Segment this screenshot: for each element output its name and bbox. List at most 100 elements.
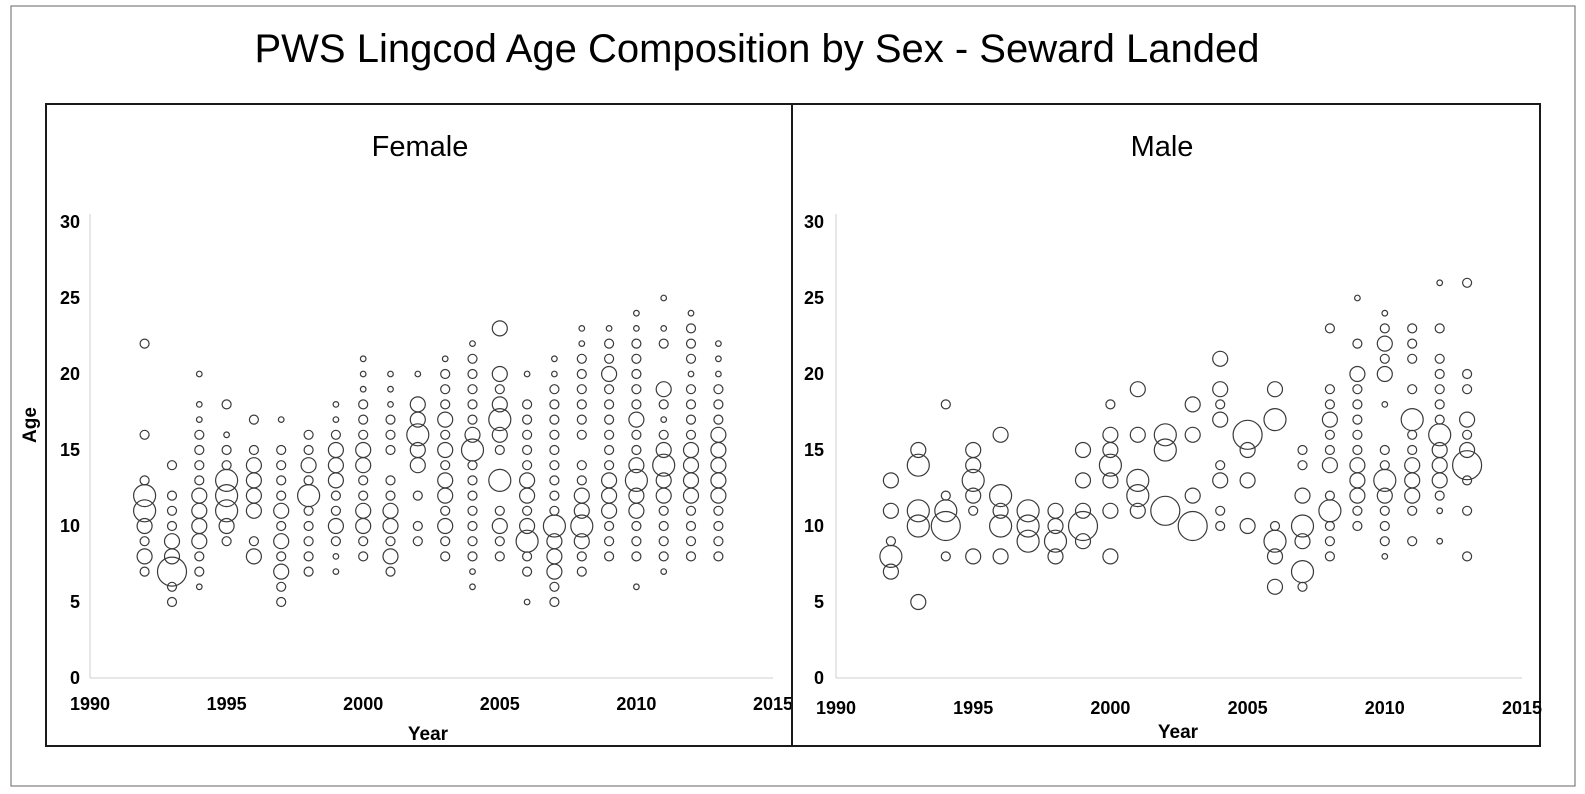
data-point [1239, 472, 1256, 489]
data-point [965, 441, 982, 459]
data-point [1404, 472, 1421, 489]
data-point [218, 517, 235, 535]
data-point [628, 502, 645, 519]
data-point [660, 325, 668, 332]
data-point [273, 563, 290, 580]
data-point [1290, 514, 1315, 538]
data-point [631, 353, 642, 364]
data-point [1294, 533, 1311, 550]
data-point [133, 499, 157, 523]
data-point [1102, 426, 1119, 443]
data-point [685, 323, 697, 334]
data-point [521, 414, 533, 425]
data-point [715, 340, 722, 348]
data-point [549, 596, 560, 608]
data-point [358, 536, 369, 547]
data-point [685, 384, 697, 395]
data-point [1324, 399, 1336, 410]
data-point [385, 490, 396, 501]
data-point [940, 490, 951, 501]
x-ticks: 1990 1995 2000 2005 2010 2015 [816, 698, 1542, 718]
data-point [467, 399, 478, 410]
y-tick-label: 0 [814, 668, 824, 688]
x-tick-label: 2000 [1090, 698, 1130, 718]
data-point [194, 475, 205, 486]
data-point [412, 520, 423, 532]
data-point [437, 517, 454, 535]
data-point [1290, 559, 1315, 584]
data-point [136, 548, 153, 565]
data-point [1379, 520, 1390, 532]
data-point [655, 472, 672, 489]
data-point [1102, 548, 1119, 565]
data-point [1324, 536, 1336, 547]
data-point [1407, 353, 1418, 364]
data-point [332, 568, 340, 575]
data-point [658, 399, 669, 410]
data-point [603, 338, 615, 349]
data-point [440, 384, 451, 395]
data-point [882, 472, 900, 489]
data-point [303, 505, 314, 516]
y-tick-label: 5 [814, 592, 824, 612]
panel-male: Male 0 5 10 15 20 25 30 1990 1995 2000 2005 2010 20… [791, 103, 1542, 747]
data-point [521, 566, 533, 577]
data-point [385, 475, 396, 486]
data-point [491, 365, 508, 383]
x-axis-label: Year [1158, 722, 1199, 743]
data-point [1376, 365, 1393, 383]
data-point [245, 548, 262, 565]
data-point [440, 505, 451, 516]
data-point [1352, 429, 1363, 440]
data-point [1184, 426, 1201, 443]
data-point [195, 416, 203, 424]
data-point [1461, 277, 1473, 288]
data-point [1376, 335, 1393, 352]
data-point [685, 429, 697, 440]
data-point [1184, 487, 1201, 504]
data-point [603, 536, 615, 547]
data-point [467, 414, 478, 425]
data-point [359, 385, 367, 393]
data-point [1153, 438, 1177, 462]
data-point [576, 353, 587, 364]
data-point [578, 325, 586, 332]
data-point [441, 355, 449, 363]
data-point [603, 551, 615, 562]
data-point [685, 338, 697, 349]
data-point [195, 370, 203, 378]
data-point [332, 553, 340, 560]
data-point [440, 551, 451, 562]
data-point [940, 399, 951, 410]
data-point [215, 484, 239, 508]
data-point [549, 444, 560, 456]
data-point [221, 444, 232, 456]
data-point [1266, 548, 1284, 565]
data-point [631, 368, 642, 380]
data-point [633, 325, 640, 332]
data-point [655, 487, 672, 504]
data-point [139, 536, 150, 547]
data-point [906, 499, 930, 523]
data-point [385, 444, 396, 456]
data-point [628, 457, 645, 474]
data-point [1126, 484, 1150, 508]
data-point [488, 408, 512, 432]
data-point [603, 429, 615, 440]
data-point [139, 429, 150, 440]
data-point [1153, 423, 1177, 447]
data-point [437, 441, 454, 459]
data-point [1458, 411, 1476, 428]
panel-title: Male [1131, 131, 1194, 163]
data-point [658, 429, 669, 440]
data-point [139, 338, 150, 349]
data-point [715, 370, 722, 378]
y-tick-label: 15 [804, 440, 824, 460]
data-point [215, 499, 239, 523]
data-point [1269, 520, 1281, 532]
data-point [1349, 472, 1366, 489]
data-point [327, 472, 344, 489]
data-point [1126, 468, 1150, 492]
data-point [1067, 510, 1099, 542]
data-point [1324, 490, 1336, 501]
